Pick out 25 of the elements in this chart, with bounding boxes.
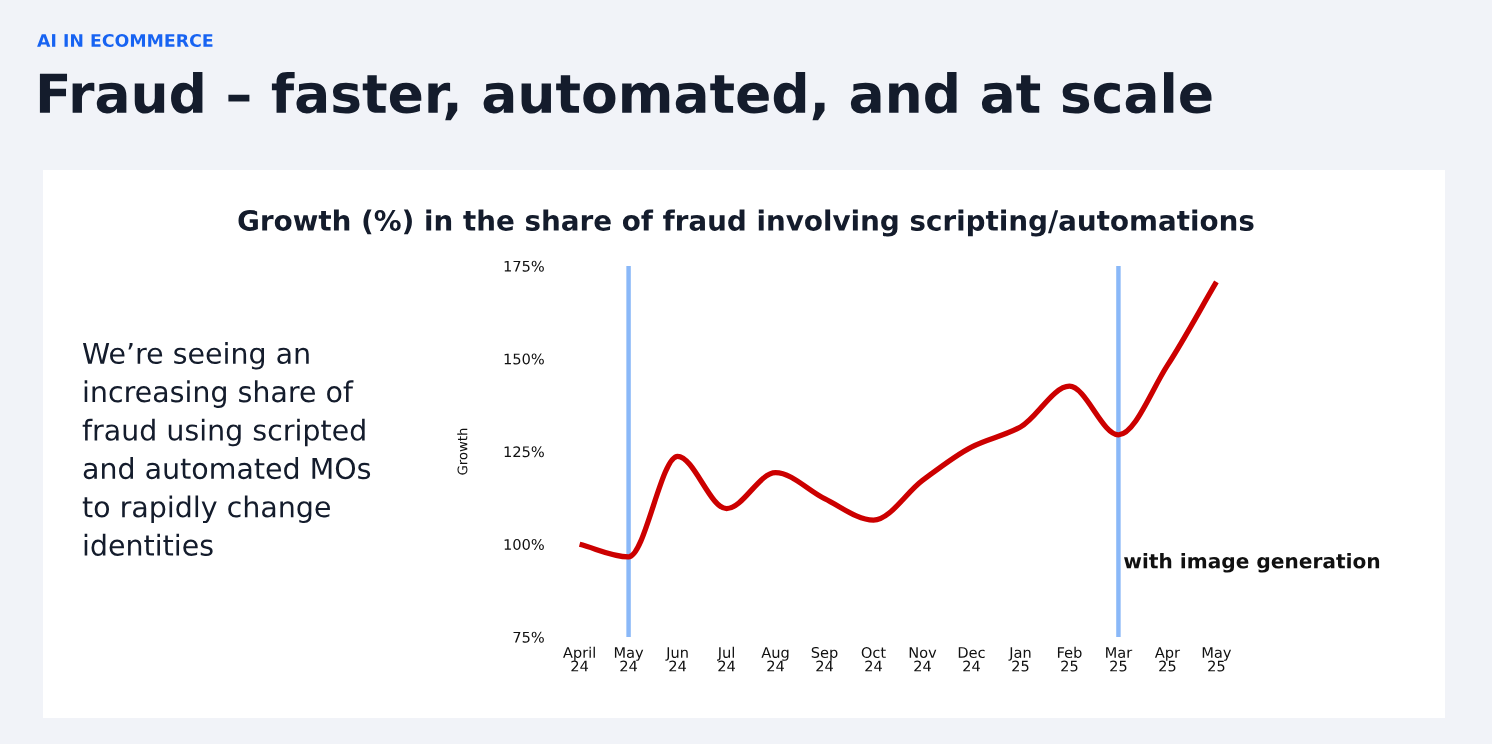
x-tick-label: Apr 25 bbox=[1154, 647, 1181, 672]
y-tick-label: 100% bbox=[504, 538, 544, 550]
x-tick-label: April 24 bbox=[563, 646, 595, 672]
x-tick-label: May 24 bbox=[614, 647, 644, 672]
x-tick-label: Aug 24 bbox=[761, 647, 789, 672]
x-tick-label: Nov 24 bbox=[909, 647, 937, 672]
x-tick-label: Jul 24 bbox=[717, 646, 736, 672]
x-tick-label: Sep 24 bbox=[811, 646, 838, 672]
text: AI IN ECOMMERCE bbox=[37, 33, 213, 48]
y-tick-label: 125% bbox=[504, 446, 544, 458]
x-tick-label: Jan 25 bbox=[1008, 647, 1031, 672]
y-tick-label: 150% bbox=[504, 353, 544, 365]
x-tick-label: May 25 bbox=[1202, 647, 1232, 672]
y-axis-title: Growth bbox=[457, 428, 468, 475]
x-tick-label: Dec 24 bbox=[958, 647, 985, 672]
x-tick-label: Jun 24 bbox=[665, 647, 688, 672]
x-tick-label: Oct 24 bbox=[861, 646, 886, 672]
y-tick-label: 75% bbox=[513, 631, 544, 643]
x-tick-label: Mar 25 bbox=[1106, 647, 1133, 672]
text: Fraud – faster, automated, and at scale bbox=[39, 72, 1212, 121]
text: We’re seeing an increasing share of fraud using scripted and automated MOs to rapidly change identities bbox=[82, 342, 371, 556]
ref-line-label: with image generation bbox=[1124, 552, 1380, 573]
x-tick-label: Feb 25 bbox=[1057, 646, 1082, 672]
chart-title: Growth (%) in the share of fraud involving scripting/automations bbox=[238, 209, 1254, 237]
y-tick-label: 175% bbox=[504, 260, 544, 272]
